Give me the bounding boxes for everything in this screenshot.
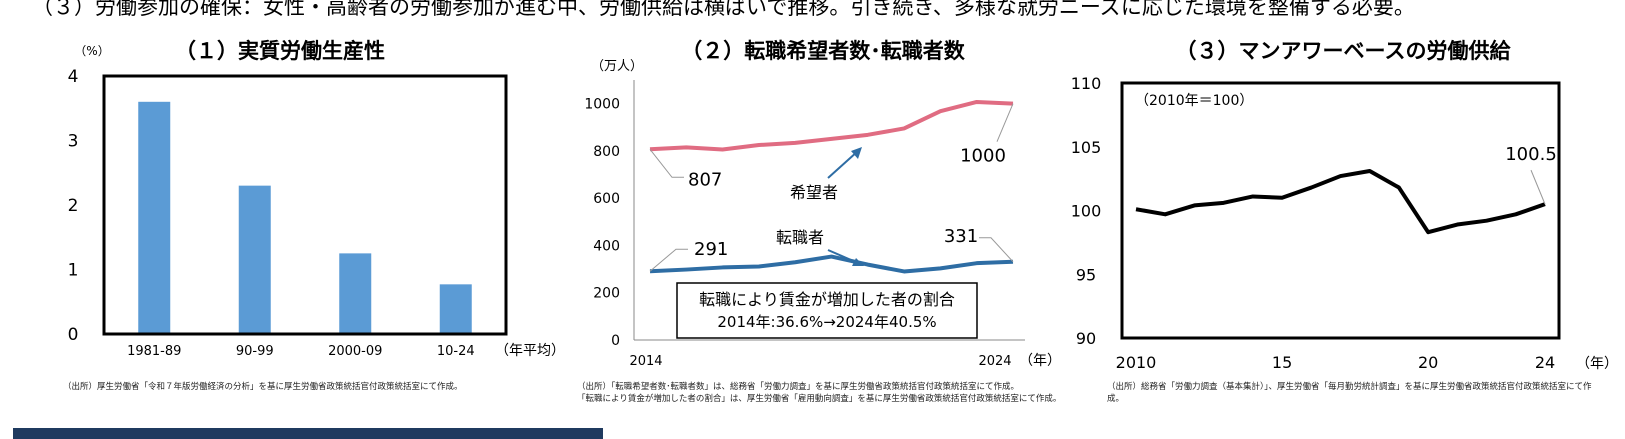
chart2-data-label: 331 (944, 226, 978, 247)
chart2-ylabel: （万人） (591, 59, 643, 74)
chart2-data-label: 807 (688, 169, 722, 190)
chart3-plot-frame (1120, 81, 1561, 340)
chart1-x-tick-label: 90-99 (236, 344, 274, 359)
chart1-x-tick-label: 2000-09 (328, 344, 382, 359)
chart2-source-note: （出所）「転職希望者数･転職者数」は、総務省「労働力調査」を基に厚生労働省政策統… (577, 382, 1062, 404)
chart-productivity: （１）実質労働生産性 （%） （年平均） 0 1 2 3 4 1981-89 90-99 2… (68, 39, 565, 359)
chart1-source-note: （出所）厚生労働省「令和７年版労働経済の分析」を基に厚生労働省政策統括官付政策統… (63, 382, 463, 392)
chart2-data-label: 1000 (960, 146, 1006, 167)
chart1-bar (339, 253, 372, 334)
chart2-annotation-line2: 2014年:36.6%→2024年40.5% (717, 313, 936, 331)
chart1-title: （１）実質労働生産性 (175, 39, 385, 63)
chart2-y-tick-label: 400 (593, 238, 620, 254)
banner-text: （３）労働参加の確保：女性・高齢者の労働参加が進む中、労働供給は横ばいで推移。引… (32, 0, 1415, 19)
chart3-series-line (1135, 168, 1546, 235)
chart3-source-note: （出所）総務省「労働力調査（基本集計）」、厚生労働省「毎月勤労統計調査」を基に厚… (1107, 382, 1592, 404)
chart3-x-tick-label: 15 (1272, 353, 1292, 372)
chart1-x-tick-label: 10-24 (437, 344, 475, 359)
chart1-bar (138, 101, 171, 334)
chart3-x-tick-label: 24 (1535, 353, 1555, 372)
chart1-bar (238, 185, 271, 334)
chart2-series-label: 希望者 (790, 183, 838, 202)
chart2-arrow (827, 249, 859, 264)
chart2-leader-line (649, 248, 688, 272)
chart2-x-tick-label: 2024 (978, 354, 1011, 369)
chart2-arrow (827, 150, 859, 179)
chart3-x-tick-label: 2010 (1116, 353, 1157, 372)
chart1-y-tick-label: 1 (68, 261, 79, 281)
chart2-series-changer-line (649, 254, 1014, 274)
chart2-leader-line (996, 103, 1014, 142)
chart2-xlabel: （年） (1019, 353, 1061, 369)
chart2-series-label: 転職者 (776, 228, 824, 247)
chart2-y-tick-label: 600 (593, 191, 620, 207)
section-divider-bar (13, 428, 603, 439)
chart2-leader-line (979, 237, 1014, 263)
chart-labor-supply: （３）マンアワーベースの労働供給 （2010年＝100） （年） 90 95 100… (1071, 39, 1618, 372)
chart2-annotation-box (676, 282, 978, 339)
chart3-y-tick-label: 110 (1071, 74, 1102, 93)
chart3-y-tick-label: 105 (1071, 138, 1102, 157)
chart2-title: （２）転職希望者数･転職者数 (681, 39, 965, 63)
chart2-leader-line (649, 148, 684, 178)
chart1-y-tick-label: 2 (68, 196, 79, 216)
chart3-y-tick-label: 90 (1076, 329, 1096, 348)
chart1-y-tick-label: 3 (68, 132, 79, 152)
chart3-note: （2010年＝100） (1135, 93, 1253, 109)
chart3-data-label: 100.5 (1505, 144, 1557, 165)
chart1-y-tick-label: 4 (68, 67, 79, 87)
chart2-data-label: 291 (694, 239, 728, 260)
chart2-y-tick-label: 0 (611, 333, 620, 349)
chart2-arrowhead (852, 258, 864, 266)
chart3-x-tick-label: 20 (1418, 353, 1438, 372)
chart2-y-tick-label: 800 (593, 144, 620, 160)
chart1-xlabel: （年平均） (495, 343, 565, 359)
chart2-annotation-line1: 転職により賃金が増加した者の割合 (699, 290, 955, 309)
chart3-leader-line (1530, 169, 1546, 205)
chart3-title: （３）マンアワーベースの労働供給 (1176, 39, 1512, 63)
chart2-y-tick-label: 1000 (584, 97, 620, 113)
chart2-y-tick-label: 200 (593, 286, 620, 302)
chart1-bar (439, 284, 472, 334)
chart2-arrowhead (851, 147, 862, 159)
chart-job-change: （２）転職希望者数･転職者数 （万人） （年） 0 200 400 600 800 100… (584, 39, 1061, 369)
chart1-plot-frame (102, 74, 508, 336)
chart3-y-tick-label: 95 (1076, 265, 1096, 284)
chart1-x-tick-label: 1981-89 (127, 344, 181, 359)
chart1-y-tick-label: 0 (68, 325, 79, 345)
chart1-ylabel: （%） (74, 44, 109, 58)
chart3-xlabel: （年） (1576, 356, 1618, 372)
chart3-y-tick-label: 100 (1071, 202, 1102, 221)
chart2-x-tick-label: 2014 (629, 354, 662, 369)
chart2-series-hope-line (649, 99, 1014, 152)
